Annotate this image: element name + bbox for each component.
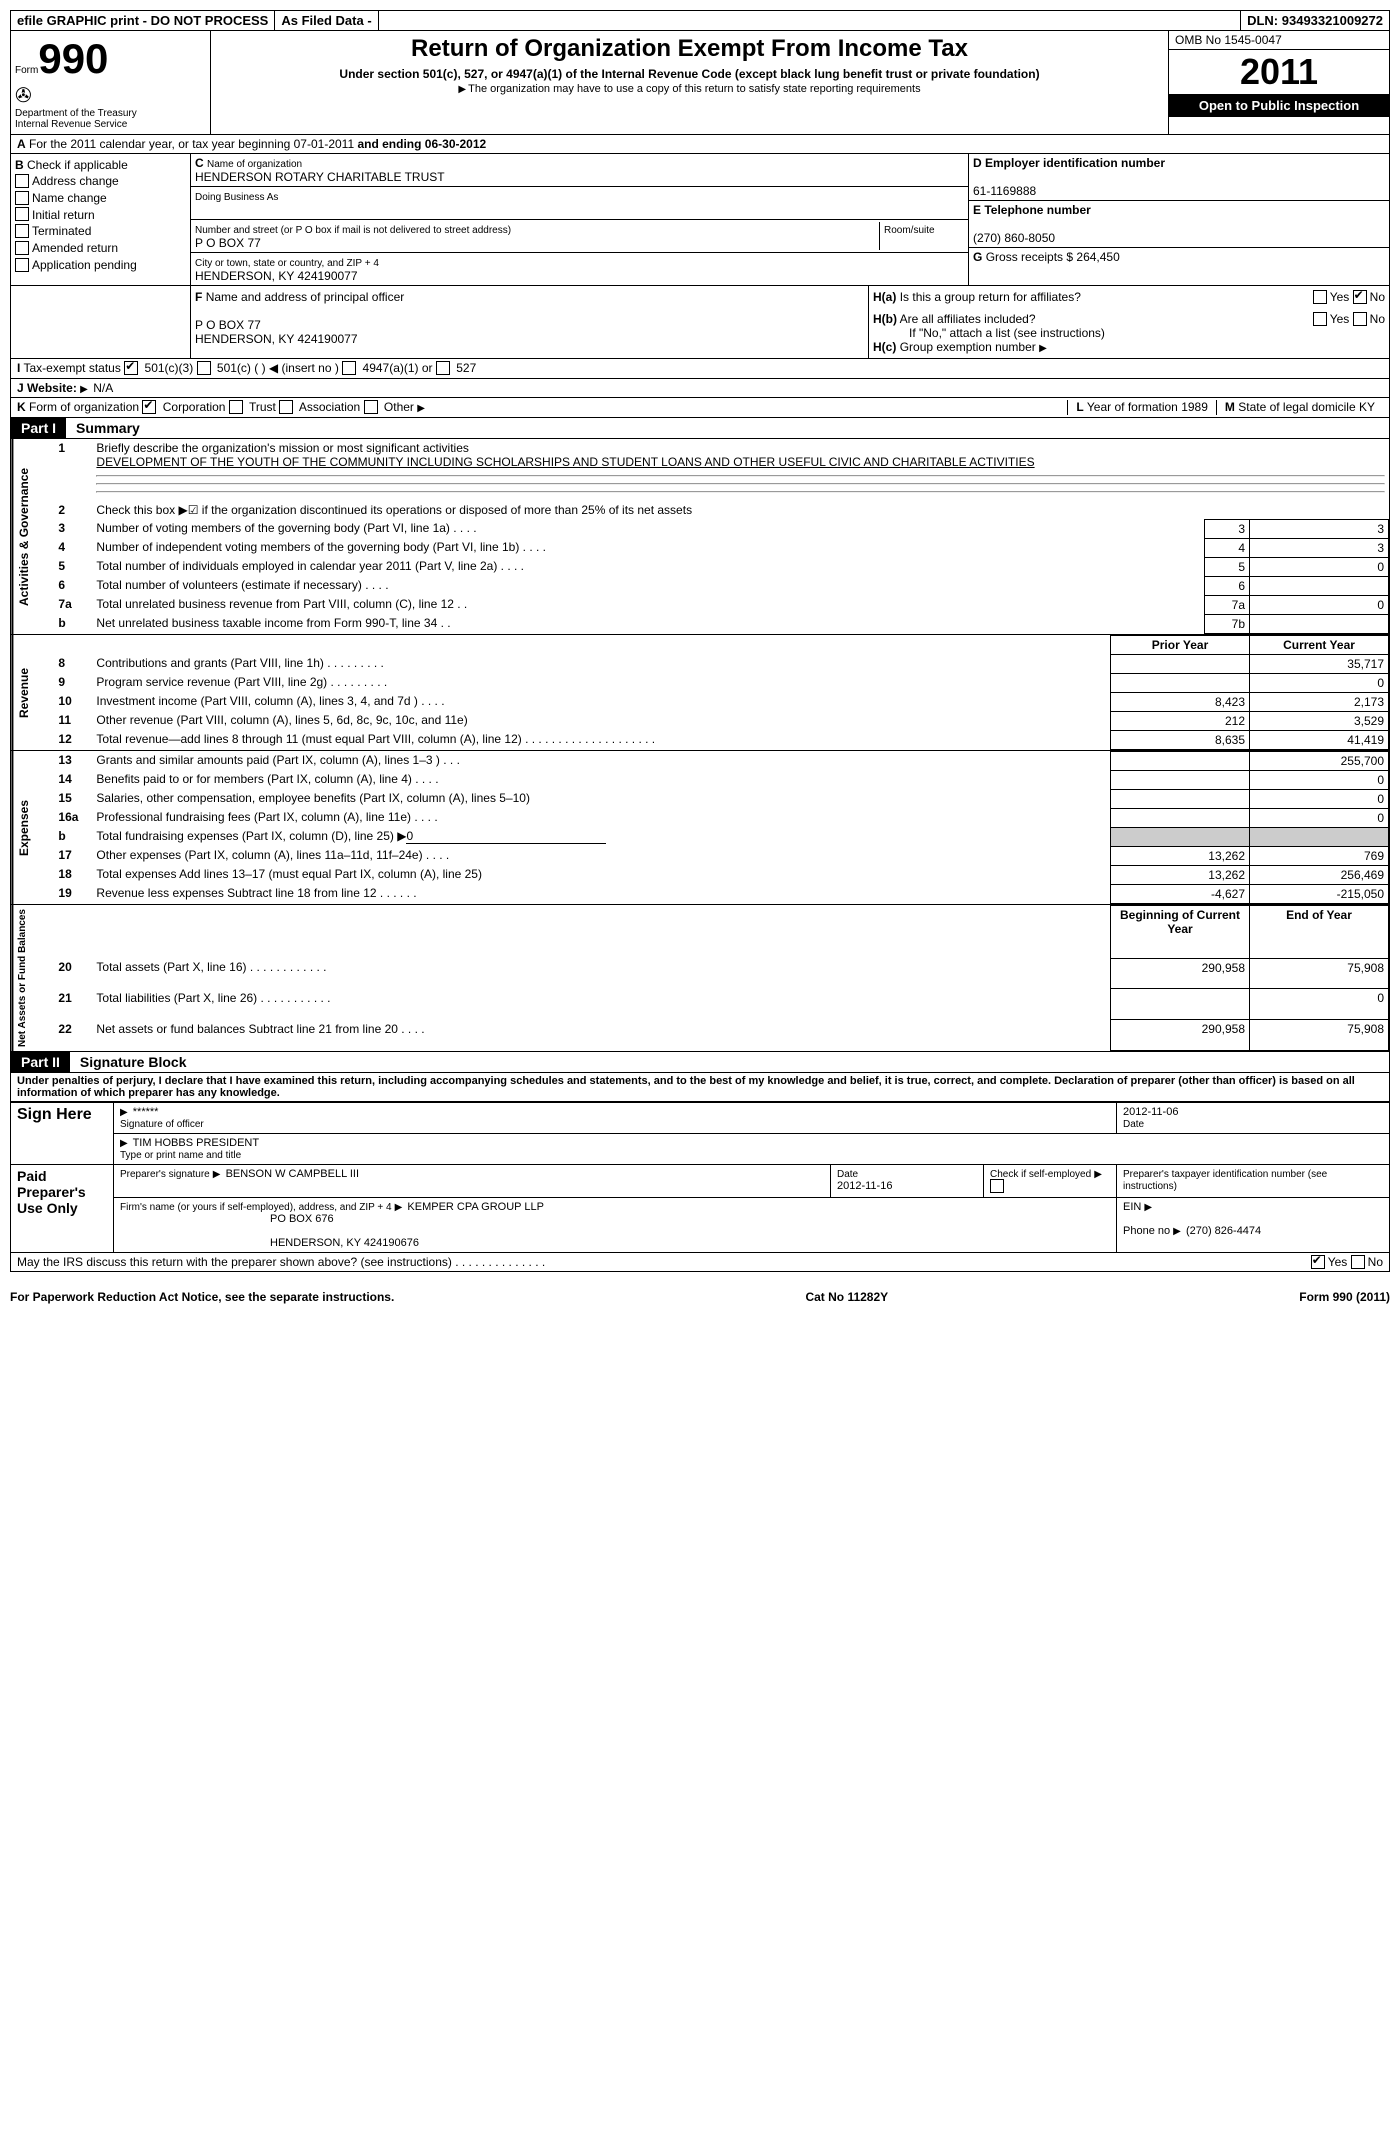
form-title: Return of Organization Exempt From Incom… (215, 35, 1164, 63)
net-assets-label: Net Assets or Fund Balances (11, 905, 44, 1051)
discuss-row: May the IRS discuss this return with the… (10, 1253, 1390, 1272)
checkbox-application-pending[interactable] (15, 258, 29, 272)
line-J: J Website: N/A (10, 379, 1390, 398)
part-ii-header: Part II (11, 1052, 70, 1072)
sign-here-label: Sign Here (11, 1102, 114, 1164)
signature-table: Sign Here ****** Signature of officer 20… (10, 1102, 1390, 1253)
checkbox-terminated[interactable] (15, 224, 29, 238)
efile-notice: efile GRAPHIC print - DO NOT PROCESS (11, 11, 275, 30)
form-number: 990 (38, 35, 108, 82)
checkbox-ha-no[interactable] (1353, 290, 1367, 304)
perjury-statement: Under penalties of perjury, I declare th… (10, 1073, 1390, 1102)
as-filed: As Filed Data - (275, 11, 378, 30)
page-footer: For Paperwork Reduction Act Notice, see … (10, 1286, 1390, 1308)
line-K: K Form of organization Corporation Trust… (10, 398, 1390, 418)
revenue-label: Revenue (11, 635, 44, 750)
form-header: Form990 ✇ Department of the Treasury Int… (10, 31, 1390, 135)
line-I: I Tax-exempt status 501(c)(3) 501(c) ( )… (10, 359, 1390, 379)
checkbox-name-change[interactable] (15, 191, 29, 205)
checkbox-corporation[interactable] (142, 400, 156, 414)
checkbox-association[interactable] (279, 400, 293, 414)
org-info: B Check if applicable Address change Nam… (10, 154, 1390, 286)
dln: DLN: 93493321009272 (1241, 11, 1389, 30)
checkbox-ha-yes[interactable] (1313, 290, 1327, 304)
gross-receipts: 264,450 (1076, 250, 1119, 264)
checkbox-4947[interactable] (342, 361, 356, 375)
tax-year: 2011 (1169, 50, 1389, 94)
checkbox-527[interactable] (436, 361, 450, 375)
governance-label: Activities & Governance (11, 439, 44, 634)
top-bar: efile GRAPHIC print - DO NOT PROCESS As … (10, 10, 1390, 31)
org-name: HENDERSON ROTARY CHARITABLE TRUST (195, 170, 445, 184)
checkbox-amended[interactable] (15, 241, 29, 255)
checkbox-hb-no[interactable] (1353, 312, 1367, 326)
mission-statement: DEVELOPMENT OF THE YOUTH OF THE COMMUNIT… (96, 455, 1034, 469)
checkbox-discuss-yes[interactable] (1311, 1255, 1325, 1269)
phone: (270) 860-8050 (973, 231, 1055, 245)
checkbox-other[interactable] (364, 400, 378, 414)
principal-officer: F Name and address of principal officer … (191, 286, 869, 358)
checkbox-discuss-no[interactable] (1351, 1255, 1365, 1269)
part-i-header: Part I (11, 418, 66, 438)
checkbox-501c[interactable] (197, 361, 211, 375)
checkbox-self-employed[interactable] (990, 1179, 1004, 1193)
checkbox-501c3[interactable] (124, 361, 138, 375)
checkbox-hb-yes[interactable] (1313, 312, 1327, 326)
checkbox-trust[interactable] (229, 400, 243, 414)
checkbox-address-change[interactable] (15, 174, 29, 188)
expenses-label: Expenses (11, 751, 44, 904)
open-to-public: Open to Public Inspection (1169, 94, 1389, 117)
checkbox-initial-return[interactable] (15, 207, 29, 221)
paid-preparer-label: Paid Preparer's Use Only (11, 1164, 114, 1252)
ein: 61-1169888 (973, 184, 1036, 198)
line-A: A For the 2011 calendar year, or tax yea… (10, 135, 1390, 154)
